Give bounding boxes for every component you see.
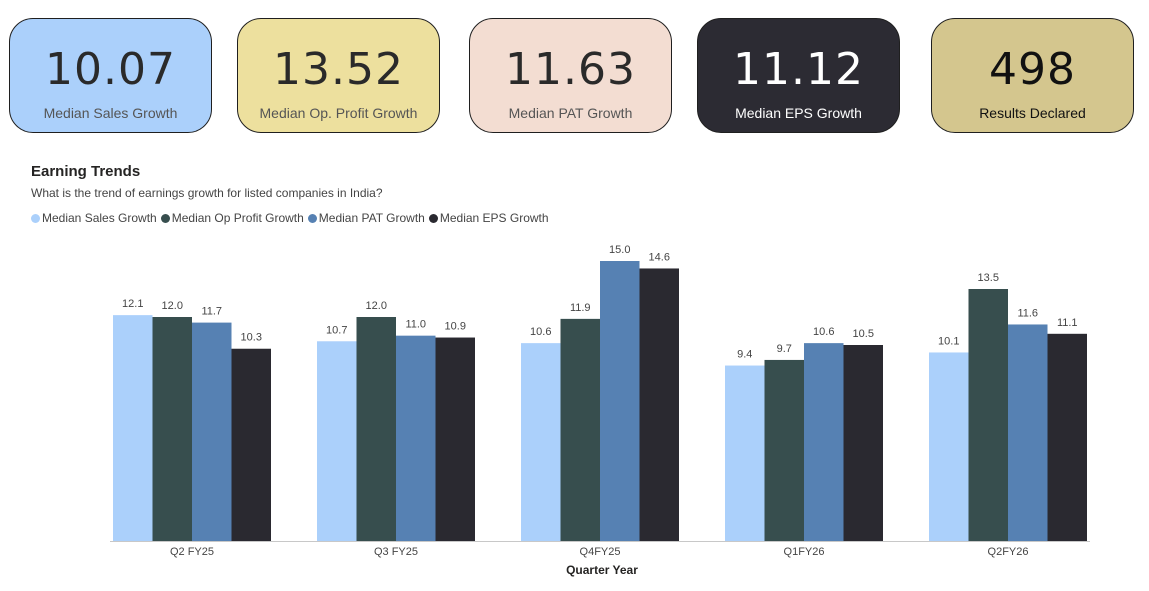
kpi-card-op-profit-growth: 13.52 Median Op. Profit Growth (237, 18, 440, 133)
data-label: 11.0 (405, 319, 426, 331)
bar-0-3[interactable] (725, 365, 765, 541)
x-tick-label: Q2 FY25 (170, 546, 214, 558)
data-label: 13.5 (978, 272, 999, 284)
x-axis-title: Quarter Year (566, 563, 638, 577)
data-label: 10.6 (530, 326, 551, 338)
bar-0-1[interactable] (317, 341, 357, 541)
kpi-value: 13.52 (273, 44, 404, 95)
kpi-card-pat-growth: 11.63 Median PAT Growth (469, 18, 672, 133)
data-label: 11.9 (570, 302, 591, 314)
data-label: 12.0 (366, 300, 387, 312)
data-label: 10.1 (938, 335, 959, 347)
bar-3-2[interactable] (639, 268, 680, 541)
kpi-value: 11.12 (733, 44, 864, 95)
kpi-label: Median EPS Growth (735, 105, 862, 121)
legend-dot (31, 213, 40, 223)
legend-dot (428, 213, 438, 223)
data-label: 15.0 (609, 244, 630, 256)
bar-3-3[interactable] (843, 345, 884, 541)
data-label: 12.1 (122, 298, 143, 310)
bar-2-3[interactable] (804, 343, 844, 541)
legend-item-op-profit[interactable]: Median Op Profit Growth (160, 211, 304, 225)
data-label: 10.9 (445, 321, 466, 333)
bar-1-1[interactable] (356, 317, 397, 541)
bar-1-3[interactable] (764, 359, 805, 541)
kpi-label: Median Op. Profit Growth (259, 105, 418, 121)
x-tick-label: Q2FY26 (988, 546, 1029, 558)
data-label: 9.4 (737, 349, 752, 361)
bar-3-4[interactable] (1047, 333, 1088, 541)
kpi-value: 10.07 (45, 44, 176, 95)
data-label: 9.7 (777, 343, 792, 355)
bar-3-0[interactable] (231, 348, 272, 541)
chart-legend: Median Sales Growth Median Op Profit Gro… (31, 211, 553, 225)
bar-0-4[interactable] (929, 352, 969, 541)
kpi-card-results-declared: 498 Results Declared (931, 18, 1134, 133)
legend-item-sales[interactable]: Median Sales Growth (31, 211, 157, 225)
bar-0-0[interactable] (113, 315, 153, 541)
data-label: 11.1 (1057, 317, 1078, 329)
legend-item-eps[interactable]: Median EPS Growth (428, 211, 549, 225)
data-label: 11.6 (1017, 307, 1038, 319)
legend-label: Median Op Profit Growth (171, 211, 304, 225)
kpi-label: Results Declared (979, 105, 1086, 121)
bar-1-2[interactable] (560, 318, 601, 541)
data-label: 11.7 (201, 306, 222, 318)
x-tick-label: Q1FY26 (784, 546, 825, 558)
bar-3-1[interactable] (435, 337, 476, 541)
data-label: 14.6 (649, 251, 670, 263)
legend-label: Median Sales Growth (42, 211, 157, 225)
kpi-value: 11.63 (505, 44, 636, 95)
chart-title: Earning Trends (31, 163, 141, 180)
kpi-card-sales-growth: 10.07 Median Sales Growth (9, 18, 212, 133)
legend-label: Median PAT Growth (318, 211, 425, 225)
bar-2-2[interactable] (600, 261, 640, 541)
bar-0-2[interactable] (521, 343, 561, 541)
x-tick-label: Q3 FY25 (374, 546, 418, 558)
data-label: 12.0 (162, 300, 183, 312)
legend-dot (307, 213, 317, 223)
data-label: 10.3 (241, 332, 262, 344)
legend-item-pat[interactable]: Median PAT Growth (307, 211, 425, 225)
legend-label: Median EPS Growth (439, 211, 549, 225)
bar-1-0[interactable] (152, 317, 193, 541)
bar-2-1[interactable] (396, 335, 436, 541)
bar-2-0[interactable] (192, 322, 232, 541)
data-label: 10.6 (813, 326, 834, 338)
bar-1-4[interactable] (968, 289, 1009, 541)
kpi-card-eps-growth: 11.12 Median EPS Growth (697, 18, 900, 133)
legend-dot (160, 213, 170, 223)
bar-2-4[interactable] (1008, 324, 1048, 541)
kpi-value: 498 (989, 44, 1076, 95)
data-label: 10.5 (853, 328, 874, 340)
data-label: 10.7 (326, 324, 347, 336)
kpi-label: Median PAT Growth (508, 105, 633, 121)
chart-subtitle: What is the trend of earnings growth for… (31, 186, 383, 200)
kpi-label: Median Sales Growth (43, 105, 178, 121)
x-tick-label: Q4FY25 (580, 546, 621, 558)
